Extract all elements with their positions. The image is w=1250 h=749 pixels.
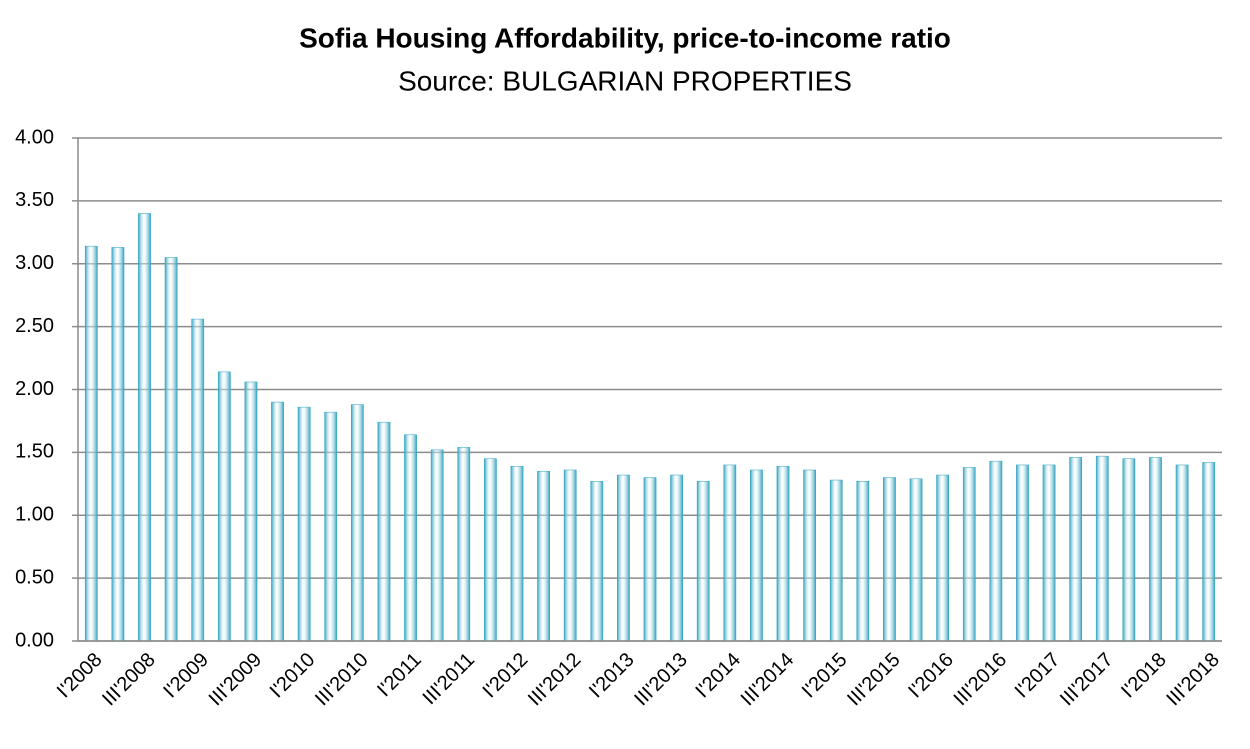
bar — [776, 465, 790, 642]
y-tick-label: 1.00 — [15, 504, 54, 526]
chart-title: Sofia Housing Affordability, price-to-in… — [299, 22, 951, 53]
x-tick-label: III'2016 — [950, 649, 1012, 711]
bar — [217, 371, 231, 642]
bar — [484, 458, 497, 642]
bar — [803, 469, 816, 642]
bar — [670, 474, 683, 642]
bar — [909, 478, 923, 642]
x-tick-label: III'2014 — [737, 649, 799, 711]
bar — [1202, 462, 1216, 642]
y-tick-label: 1.50 — [15, 441, 54, 463]
bar — [271, 401, 284, 642]
bar — [191, 318, 205, 642]
bar — [164, 257, 178, 642]
x-tick-label: III'2012 — [524, 649, 586, 711]
chart-subtitle: Source: BULGARIAN PROPERTIES — [398, 65, 852, 96]
x-tick-label: III'2017 — [1056, 649, 1118, 711]
y-tick-label: 2.50 — [15, 315, 54, 337]
bar — [1069, 457, 1083, 642]
bar — [297, 406, 311, 642]
bar — [1016, 464, 1029, 642]
bar — [324, 411, 338, 642]
bar — [563, 469, 577, 642]
x-tick-label: III'2009 — [205, 649, 267, 711]
bar — [1042, 464, 1056, 642]
bar — [829, 479, 843, 642]
bar — [936, 474, 950, 642]
bar — [350, 404, 364, 642]
y-tick-label: 0.50 — [15, 566, 54, 588]
bar — [962, 467, 976, 642]
bar — [244, 381, 258, 642]
bar — [1122, 458, 1136, 642]
y-tick-label: 2.00 — [15, 378, 54, 400]
y-tick-label: 0.00 — [15, 629, 54, 651]
bar — [617, 474, 630, 642]
bar — [111, 247, 125, 642]
bar — [989, 460, 1003, 642]
bar — [1175, 464, 1189, 642]
bar — [537, 470, 550, 642]
bar — [643, 477, 657, 642]
bar — [750, 469, 763, 642]
y-tick-label: 3.00 — [15, 252, 54, 274]
bar — [590, 481, 604, 642]
bar — [138, 213, 151, 642]
x-tick-label: III'2018 — [1162, 649, 1224, 711]
x-tick-label: III'2008 — [98, 649, 160, 711]
bar — [856, 481, 870, 642]
x-tick-label: III'2011 — [419, 649, 479, 709]
bar — [1149, 457, 1162, 642]
bar — [457, 447, 471, 642]
x-tick-label: III'2013 — [630, 649, 692, 711]
bar — [84, 245, 98, 642]
x-tick-label: III'2015 — [843, 649, 905, 711]
bar — [696, 481, 710, 642]
bar — [377, 421, 391, 642]
y-tick-label: 3.50 — [15, 189, 54, 211]
bar — [404, 434, 417, 642]
bar — [723, 464, 737, 642]
x-tick-label: III'2010 — [311, 649, 373, 711]
bar — [510, 465, 524, 642]
bar — [430, 449, 444, 642]
y-tick-label: 4.00 — [15, 126, 54, 148]
bar — [1095, 455, 1109, 642]
bar — [883, 477, 896, 642]
